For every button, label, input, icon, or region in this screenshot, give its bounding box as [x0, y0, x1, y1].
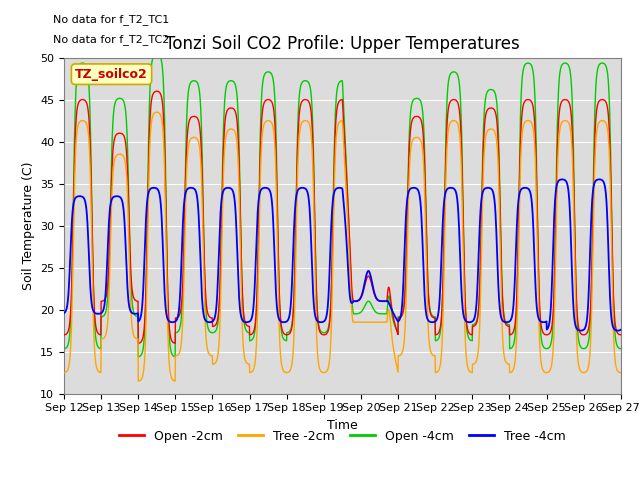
Tree -2cm	[584, 367, 591, 372]
Open -2cm	[568, 125, 576, 131]
Open -4cm	[617, 346, 625, 351]
Title: Tonzi Soil CO2 Profile: Upper Temperatures: Tonzi Soil CO2 Profile: Upper Temperatur…	[165, 35, 520, 53]
Line: Tree -2cm: Tree -2cm	[64, 112, 621, 381]
Open -4cm	[505, 322, 513, 327]
Tree -4cm	[584, 311, 591, 317]
Tree -2cm	[216, 324, 223, 330]
Tree -2cm	[60, 370, 68, 375]
Text: TZ_soilco2: TZ_soilco2	[75, 68, 148, 81]
Tree -4cm	[358, 290, 366, 296]
Open -4cm	[216, 290, 223, 296]
Open -2cm	[584, 329, 591, 335]
Line: Open -4cm: Open -4cm	[64, 54, 621, 357]
Tree -2cm	[134, 378, 142, 384]
Line: Tree -4cm: Tree -4cm	[64, 180, 621, 331]
Tree -4cm	[60, 310, 68, 316]
Open -4cm	[153, 51, 161, 57]
Open -4cm	[371, 308, 379, 314]
Text: No data for f_T2_TC1: No data for f_T2_TC1	[53, 14, 169, 25]
Open -4cm	[359, 307, 367, 312]
Line: Open -2cm: Open -2cm	[64, 91, 621, 343]
Open -2cm	[359, 290, 367, 296]
Open -4cm	[134, 354, 142, 360]
Tree -4cm	[577, 328, 585, 334]
Tree -4cm	[617, 327, 625, 333]
Open -2cm	[505, 324, 513, 329]
Tree -4cm	[559, 177, 566, 182]
Tree -2cm	[371, 319, 379, 325]
Tree -4cm	[371, 290, 378, 296]
Open -2cm	[134, 340, 142, 346]
Tree -4cm	[504, 319, 512, 325]
Tree -4cm	[216, 239, 223, 245]
Open -4cm	[584, 342, 591, 348]
Tree -2cm	[505, 361, 513, 367]
Legend: Open -2cm, Tree -2cm, Open -4cm, Tree -4cm: Open -2cm, Tree -2cm, Open -4cm, Tree -4…	[115, 425, 570, 448]
Text: No data for f_T2_TC2: No data for f_T2_TC2	[53, 34, 169, 45]
Open -2cm	[60, 332, 68, 338]
X-axis label: Time: Time	[327, 419, 358, 432]
Tree -2cm	[568, 148, 576, 154]
Open -2cm	[216, 289, 223, 295]
Tree -2cm	[153, 109, 161, 115]
Open -2cm	[153, 88, 161, 94]
Tree -2cm	[359, 319, 367, 325]
Open -2cm	[371, 293, 379, 299]
Open -4cm	[60, 346, 68, 351]
Tree -4cm	[568, 264, 575, 270]
Open -4cm	[568, 95, 576, 101]
Y-axis label: Soil Temperature (C): Soil Temperature (C)	[22, 161, 35, 290]
Tree -2cm	[617, 370, 625, 375]
Open -2cm	[617, 332, 625, 338]
